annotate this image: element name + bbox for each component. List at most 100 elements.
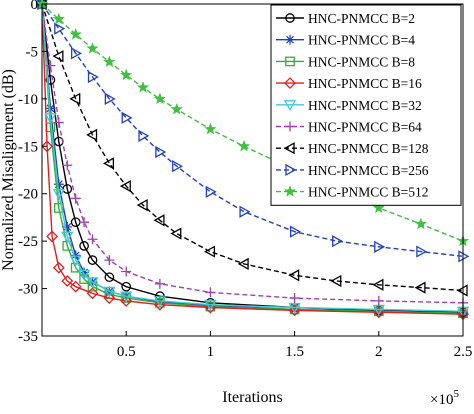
data-point: [289, 225, 301, 238]
data-point: [239, 205, 251, 218]
data-point: [52, 50, 64, 63]
x-tick-label: 2: [375, 344, 383, 360]
legend-marker: [283, 100, 297, 112]
y-tick-label: -30: [18, 282, 38, 298]
y-tick-label: -5: [26, 44, 39, 60]
plot-content: [35, 0, 470, 321]
legend-label: HNC-PNMCC B=128: [308, 141, 429, 156]
legend: HNC-PNMCC B=2 HNC-PNMCC B=4 HNC-PNMCC B=8 H…: [270, 4, 462, 206]
legend-marker: [283, 142, 295, 155]
data-point: [374, 240, 386, 253]
x-tick-label: 0.5: [117, 344, 136, 360]
data-point: [121, 281, 132, 292]
x-exponent-base: ×10: [430, 392, 453, 408]
legend-label: HNC-PNMCC B=2: [308, 11, 415, 26]
x-axis-label: Iterations: [222, 389, 282, 406]
data-point: [154, 296, 165, 307]
data-point: [62, 184, 73, 194]
data-point: [372, 278, 384, 291]
data-point: [69, 280, 82, 293]
data-point: [205, 185, 217, 198]
data-point: [62, 160, 73, 171]
legend-marker: [285, 163, 297, 177]
data-point: [53, 179, 64, 190]
y-axis-label: Normalized Misalignment (dB): [0, 69, 17, 271]
data-point: [86, 277, 99, 289]
data-point: [53, 203, 64, 213]
legend-marker: [285, 121, 295, 132]
data-point: [204, 300, 217, 312]
data-point: [288, 302, 301, 314]
series-line: [41, 3, 464, 312]
data-point: [170, 227, 182, 240]
data-point: [330, 274, 342, 288]
x-tick-label: 2.5: [454, 344, 473, 360]
data-point: [204, 245, 216, 258]
data-point: [70, 193, 81, 204]
data-point: [136, 81, 150, 93]
data-point: [79, 241, 89, 251]
data-point: [205, 300, 216, 311]
data-point: [41, 140, 53, 153]
series-line: [41, 3, 464, 292]
data-point: [154, 278, 165, 289]
series-line: [41, 3, 464, 257]
data-point: [373, 295, 384, 306]
y-tick-label: -10: [18, 92, 38, 108]
data-point: [103, 292, 116, 304]
data-point: [77, 269, 91, 281]
data-point: [69, 28, 82, 40]
y-tick-label: -25: [18, 234, 38, 250]
x-exponent-label: ×105: [430, 388, 459, 408]
series-group: [35, 0, 468, 297]
data-point: [153, 298, 166, 311]
data-point: [136, 198, 148, 212]
data-point: [46, 230, 59, 243]
legend-marker: [285, 56, 295, 67]
legend-label: HNC-PNMCC B=16: [308, 76, 422, 91]
data-point: [87, 255, 98, 265]
data-point: [44, 113, 57, 125]
data-point: [86, 128, 98, 142]
legend-label: HNC-PNMCC B=32: [308, 98, 422, 113]
data-point: [121, 266, 132, 277]
legend-marker: [284, 77, 296, 90]
legend-label: HNC-PNMCC B=4: [308, 33, 415, 48]
data-point: [170, 102, 183, 115]
data-point: [45, 103, 56, 114]
data-point: [87, 70, 99, 84]
data-point: [120, 291, 133, 303]
data-point: [155, 145, 167, 159]
data-point: [289, 293, 300, 304]
data-point: [61, 231, 74, 243]
data-point: [103, 157, 115, 170]
data-point: [237, 257, 249, 271]
data-point: [79, 267, 90, 278]
data-point: [288, 269, 300, 282]
data-point: [79, 217, 90, 228]
data-point: [86, 42, 99, 54]
data-point: [52, 261, 65, 274]
data-point: [205, 287, 216, 298]
data-point: [53, 117, 64, 128]
y-tick-label: -20: [18, 187, 38, 203]
data-point: [104, 272, 115, 283]
data-point: [120, 68, 133, 81]
x-tick-label: 1.5: [285, 344, 304, 360]
data-point: [52, 12, 65, 25]
data-point: [153, 296, 166, 308]
axis-ticks: 0.5 1 1.5 2 2.5 0 -5 -10 -15 -20 -25 -30 -35: [18, 0, 472, 360]
plot-frame: [41, 3, 464, 337]
data-point: [86, 287, 99, 300]
data-point: [103, 286, 116, 298]
data-point: [204, 122, 217, 135]
y-tick-label: -35: [18, 329, 38, 345]
data-point: [52, 189, 65, 201]
legend-label: HNC-PNMCC B=512: [308, 185, 429, 200]
data-point: [416, 245, 428, 258]
data-point: [288, 304, 301, 317]
data-point: [119, 180, 131, 193]
data-point: [237, 139, 251, 152]
data-point: [138, 129, 150, 142]
